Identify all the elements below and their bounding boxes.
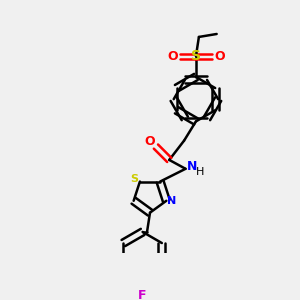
Text: H: H — [196, 167, 204, 177]
Text: O: O — [167, 50, 178, 63]
Text: N: N — [167, 196, 176, 206]
Text: S: S — [191, 49, 201, 63]
Text: O: O — [214, 50, 225, 63]
Text: O: O — [144, 135, 155, 148]
Text: N: N — [187, 160, 197, 173]
Text: S: S — [130, 174, 139, 184]
Text: F: F — [138, 289, 147, 300]
